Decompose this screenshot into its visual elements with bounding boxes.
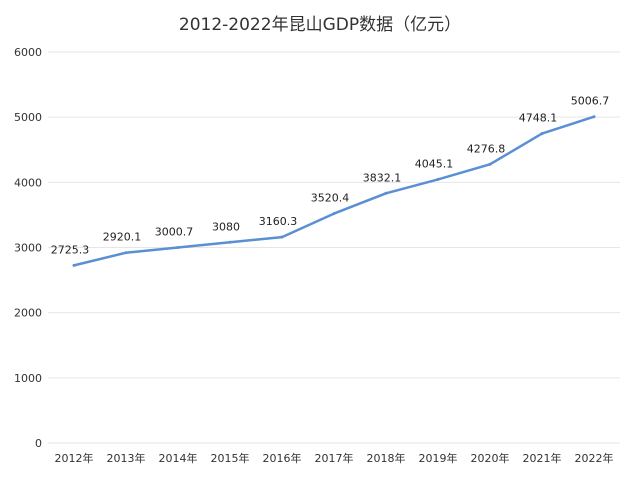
x-tick-label: 2016年 bbox=[263, 451, 302, 465]
x-tick-label: 2015年 bbox=[211, 451, 250, 465]
data-point bbox=[176, 245, 180, 249]
data-point bbox=[592, 115, 596, 119]
y-tick-label: 1000 bbox=[14, 372, 42, 385]
data-label: 3000.7 bbox=[155, 225, 194, 238]
data-point bbox=[436, 177, 440, 181]
x-tick-label: 2019年 bbox=[419, 451, 458, 465]
y-tick-label: 6000 bbox=[14, 46, 42, 59]
x-tick-label: 2022年 bbox=[575, 451, 614, 465]
x-tick-label: 2012年 bbox=[55, 451, 94, 465]
data-label: 4045.1 bbox=[415, 157, 454, 170]
data-label: 4748.1 bbox=[519, 112, 558, 125]
x-tick-label: 2021年 bbox=[523, 451, 562, 465]
chart-title: 2012-2022年昆山GDP数据（亿元） bbox=[178, 15, 462, 35]
data-label: 3160.3 bbox=[259, 215, 298, 228]
x-tick-label: 2014年 bbox=[159, 451, 198, 465]
y-tick-label: 4000 bbox=[14, 176, 42, 189]
data-label: 3520.4 bbox=[311, 192, 350, 205]
data-point bbox=[228, 240, 232, 244]
x-tick-label: 2017年 bbox=[315, 451, 354, 465]
y-tick-label: 0 bbox=[35, 437, 42, 450]
data-point bbox=[384, 191, 388, 195]
x-tick-label: 2018年 bbox=[367, 451, 406, 465]
data-point bbox=[488, 162, 492, 166]
data-point bbox=[72, 263, 76, 267]
data-label: 3080 bbox=[212, 220, 240, 233]
data-point bbox=[540, 132, 544, 136]
x-tick-label: 2013年 bbox=[107, 451, 146, 465]
data-label: 4276.8 bbox=[467, 142, 506, 155]
data-label: 2725.3 bbox=[51, 243, 90, 256]
y-tick-label: 5000 bbox=[14, 111, 42, 124]
data-label: 3832.1 bbox=[363, 171, 402, 184]
y-tick-label: 2000 bbox=[14, 307, 42, 320]
data-point bbox=[332, 212, 336, 216]
data-label: 5006.7 bbox=[571, 95, 610, 108]
x-tick-label: 2020年 bbox=[471, 451, 510, 465]
data-point bbox=[280, 235, 284, 239]
y-tick-label: 3000 bbox=[14, 242, 42, 255]
data-label: 2920.1 bbox=[103, 231, 142, 244]
data-point bbox=[124, 251, 128, 255]
